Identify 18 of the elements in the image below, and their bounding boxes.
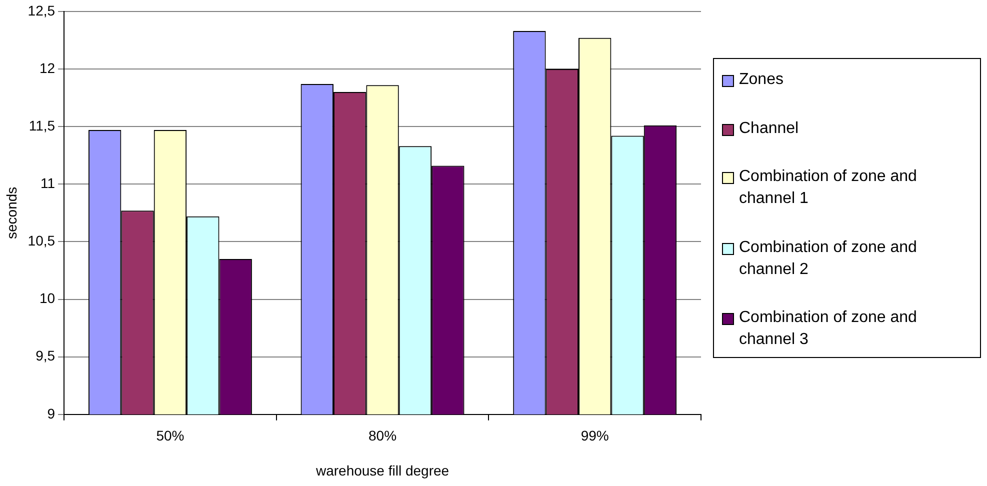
y-tick-label: 11,5 bbox=[28, 117, 56, 134]
x-axis-title: warehouse fill degree bbox=[314, 462, 450, 478]
y-tick-label: 10,5 bbox=[28, 232, 56, 249]
x-tick-label: 99% bbox=[580, 428, 609, 444]
y-tick-label: 9 bbox=[47, 405, 56, 422]
y-tick-label: 9,5 bbox=[36, 348, 56, 364]
y-tick-label: 10 bbox=[39, 290, 56, 306]
x-tick-label: 50% bbox=[156, 428, 184, 444]
legend-label: Zones bbox=[739, 70, 784, 90]
legend-label: Channel bbox=[739, 118, 799, 138]
legend-label: Combination of zone and channel 3 bbox=[739, 308, 918, 350]
legend-label: Combination of zone and channel 1 bbox=[739, 167, 918, 209]
legend-label: Combination of zone and channel 2 bbox=[739, 238, 918, 280]
y-tick-label: 12 bbox=[39, 60, 56, 76]
y-tick-label: 12,5 bbox=[28, 2, 56, 18]
y-tick-label: 11 bbox=[40, 174, 56, 191]
y-axis-title: seconds bbox=[3, 186, 20, 239]
x-tick-label: 80% bbox=[368, 428, 397, 444]
